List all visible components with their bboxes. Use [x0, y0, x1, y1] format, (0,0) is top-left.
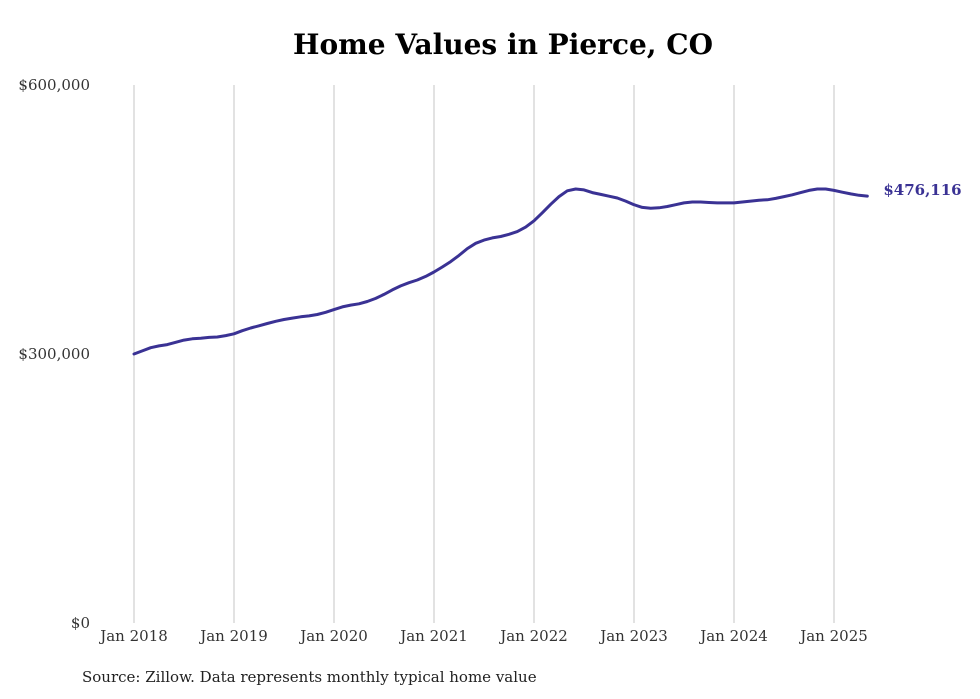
y-tick-label: $300,000: [18, 345, 90, 363]
series-line: [132, 187, 869, 356]
series-layer: [132, 187, 869, 356]
source-note: Source: Zillow. Data represents monthly …: [82, 668, 537, 686]
x-tick-label: Jan 2022: [498, 627, 568, 645]
chart-title: Home Values in Pierce, CO: [293, 28, 713, 61]
end-value-label: $476,116: [883, 181, 961, 199]
gridlines: [133, 85, 835, 623]
x-tick-label: Jan 2018: [98, 627, 168, 645]
x-tick-label: Jan 2024: [698, 627, 768, 645]
y-tick-label: $600,000: [18, 76, 90, 94]
y-tick-label: $0: [71, 614, 90, 632]
x-tick-label: Jan 2023: [598, 627, 668, 645]
x-tick-label: Jan 2025: [798, 627, 868, 645]
y-axis-ticks: $0 $300,000 $600,000: [18, 76, 90, 632]
x-tick-label: Jan 2021: [398, 627, 468, 645]
end-label-layer: $476,116: [883, 181, 961, 199]
x-tick-label: Jan 2019: [198, 627, 268, 645]
x-tick-label: Jan 2020: [298, 627, 368, 645]
x-axis-ticks: Jan 2018 Jan 2019 Jan 2020 Jan 2021 Jan 2022…: [98, 627, 868, 645]
